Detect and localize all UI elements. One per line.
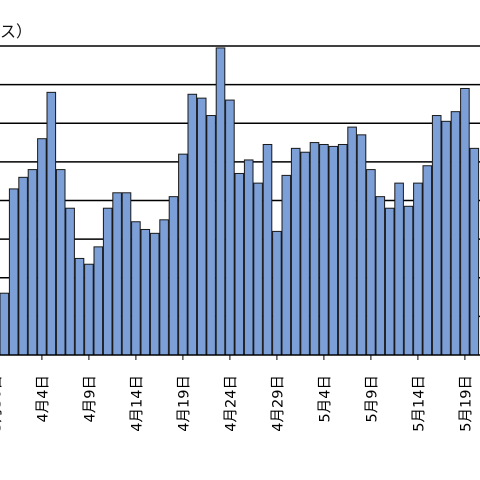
bar-4月17日 [159,219,169,356]
x-tick-label: 4月4日 [35,375,51,422]
bar-5月7日 [347,126,357,356]
bar-4月6日 [55,169,66,356]
bar-4月18日 [168,196,179,356]
bar-5月1日 [290,147,301,356]
bar-4月10日 [93,246,104,356]
bar-4月15日 [140,228,151,356]
bar-4月28日 [262,143,273,356]
bar-4月11日 [102,207,113,356]
bar-4月25日 [234,172,245,356]
x-tick-label: 3月30日 [0,375,4,432]
bar-4月19日 [178,153,188,356]
bar-5月8日 [356,134,367,356]
axes [0,354,480,360]
bar-5月12日 [394,182,404,356]
bar-5月16日 [431,115,442,356]
bar-4月7日 [65,207,75,356]
bar-4月22日 [206,115,216,356]
y-axis-label: ス） [0,22,33,41]
bar-4月13日 [121,192,132,356]
bar-5月17日 [441,120,451,356]
bar-4月20日 [187,93,198,356]
x-tick-label: 4月19日 [176,375,192,432]
bar-4月2日 [18,176,28,356]
bars [0,47,480,356]
bar-4月27日 [253,182,263,356]
bar-5月4日 [319,143,329,356]
bar-4月21日 [196,97,207,356]
bar-5月14日 [413,182,423,356]
bar-4月8日 [74,257,85,356]
bar-4月26日 [243,159,254,356]
x-tick-label: 4月14日 [129,375,145,432]
x-tick-label: 5月19日 [458,375,474,432]
bar-4月23日 [215,47,226,356]
x-tick-label: 5月9日 [364,375,380,422]
bar-5月18日 [450,111,461,356]
x-tick-label: 5月4日 [317,375,333,422]
bar-4月16日 [149,232,160,356]
bar-5月2日 [300,151,310,356]
x-tick-label: 5月14日 [411,375,427,432]
bar-4月29日 [272,230,282,356]
x-tick-label: 4月29日 [270,375,286,432]
bar-5月11日 [384,207,395,356]
bar-5月19日 [460,87,470,356]
bar-5月10日 [375,196,386,356]
x-tick-labels: 3月30日 4月4日 4月9日 4月14日 4月19日 4月24日 4月29日 5月4日 5月9… [0,375,474,432]
bar-3月31日 [0,292,10,356]
x-tick-label: 4月9日 [82,375,98,422]
bar-4月3日 [27,169,38,356]
bar-5月3日 [309,142,320,356]
bar-4月9日 [84,263,94,356]
bar-5月20日 [469,147,480,356]
bar-5月6日 [337,143,348,356]
bar-4月5日 [46,91,57,356]
bar-4月24日 [225,99,235,356]
bar-4月30日 [281,174,292,356]
bar-4月4日 [37,138,47,356]
bar-5月5日 [328,145,339,356]
bar-5月15日 [422,165,433,356]
bar-4月14日 [131,221,141,356]
x-tick-label: 4月24日 [223,375,239,432]
bar-5月9日 [366,169,376,356]
bar-4月12日 [112,192,122,356]
bar-5月13日 [403,205,414,356]
bar-4月1日 [8,188,19,356]
